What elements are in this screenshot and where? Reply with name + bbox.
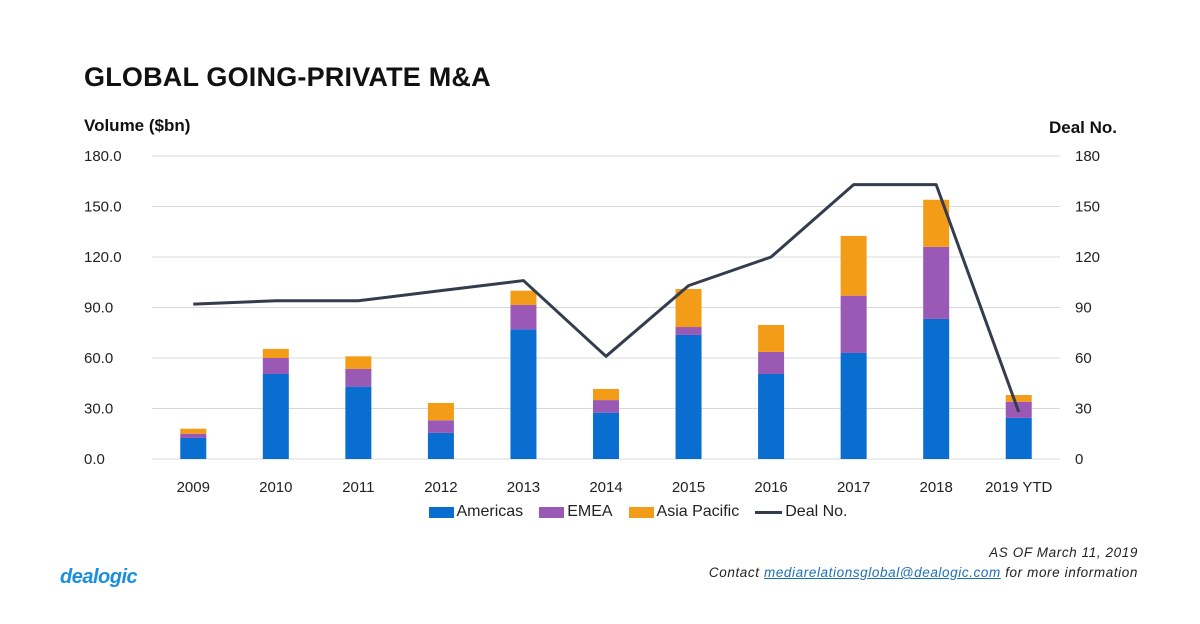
legend-item-asia-pacific: Asia Pacific	[628, 503, 740, 521]
y2-tick-label: 180	[1075, 148, 1100, 165]
bars	[180, 199, 1032, 459]
as-of-date: AS OF March 11, 2019	[989, 545, 1138, 560]
y-axis-label-right: Deal No.	[1048, 118, 1117, 137]
bar-emea-2010	[262, 358, 289, 374]
bar-asia-pacific-2010	[262, 348, 289, 358]
contact-email-link[interactable]: mediarelationsglobal@dealogic.com	[763, 565, 1001, 580]
bar-emea-2013	[510, 304, 537, 330]
legend-label-emea: EMEA	[567, 503, 613, 520]
legend-swatch-deal-no	[755, 510, 783, 514]
x-tick-label: 2019 YTD	[985, 479, 1052, 496]
bar-americas-2009	[180, 437, 207, 459]
bar-emea-2017	[840, 295, 867, 353]
x-tick-label: 2010	[259, 479, 292, 496]
chart-title: GLOBAL GOING-PRIVATE M&A	[84, 62, 491, 92]
x-tick-label: 2009	[177, 479, 210, 496]
legend-label-asia-pacific: Asia Pacific	[656, 503, 740, 520]
bar-emea-2014	[593, 400, 619, 413]
bar-asia-pacific-2016	[758, 325, 785, 352]
x-tick-label: 2016	[754, 479, 787, 496]
bar-asia-pacific-2017	[840, 235, 867, 296]
gridlines	[152, 155, 1060, 460]
bar-emea-2018	[923, 246, 950, 319]
y-tick-label: 30.0	[84, 401, 113, 418]
x-tick-label: 2011	[342, 479, 374, 496]
bar-emea-2011	[345, 368, 372, 387]
contact-prefix: Contact	[708, 565, 764, 580]
legend-item-deal-no: Deal No.	[755, 503, 847, 521]
bar-americas-2017	[840, 352, 867, 459]
x-tick-label: 2012	[424, 479, 457, 496]
y-tick-label: 120.0	[84, 249, 122, 266]
bar-americas-2011	[345, 386, 372, 459]
line-deal-no	[193, 183, 1021, 413]
bar-americas-2018	[923, 318, 950, 459]
legend-swatch-asia-pacific	[628, 506, 654, 518]
bar-americas-2015	[675, 334, 702, 459]
x-tick-label: 2018	[919, 479, 952, 496]
y2-tick-label: 0	[1075, 451, 1083, 468]
bar-emea-2009	[180, 433, 207, 438]
x-tick-label: 2015	[672, 479, 705, 496]
contact-line: Contact mediarelationsglobal@dealogic.co…	[709, 565, 1138, 580]
bar-americas-2013	[510, 329, 537, 459]
x-tick-label: 2014	[589, 479, 622, 496]
bar-asia-pacific-2013	[510, 290, 537, 305]
bar-americas-2010	[262, 373, 289, 459]
deal-line	[193, 183, 1021, 413]
bar-americas-2016	[758, 373, 785, 459]
y-ticks-right: 0 30 60 90 120 150 180	[1075, 148, 1100, 468]
x-ticks: 2009 2010 2011 2012 2013 2014 2015 2016 2017 2018…	[177, 479, 1053, 496]
y2-tick-label: 60	[1075, 350, 1092, 367]
bar-americas-2014	[593, 412, 619, 459]
y2-tick-label: 120	[1075, 249, 1100, 266]
bar-emea-2012	[427, 420, 454, 433]
legend-item-emea: EMEA	[539, 503, 613, 521]
y-tick-label: 90.0	[84, 300, 113, 317]
legend-swatch-americas	[428, 506, 454, 518]
bar-asia-pacific-2011	[345, 356, 372, 369]
bar-emea-2015	[675, 327, 702, 335]
bar-asia-pacific-2015	[675, 288, 702, 328]
dealogic-logo: dealogic	[60, 566, 138, 588]
bar-americas-2019-ytd	[1005, 417, 1032, 459]
y-ticks-left: 0.0 30.0 60.0 90.0 120.0 150.0 180.0	[84, 148, 122, 468]
legend-label-deal-no: Deal No.	[785, 503, 848, 520]
y-tick-label: 180.0	[84, 148, 122, 165]
y2-tick-label: 90	[1075, 300, 1092, 317]
legend-swatch-emea	[539, 506, 565, 518]
y-tick-label: 60.0	[84, 350, 113, 367]
bar-emea-2016	[758, 351, 785, 374]
bar-asia-pacific-2019-ytd	[1005, 395, 1032, 402]
legend-label-americas: Americas	[456, 503, 524, 520]
y-tick-label: 0.0	[84, 451, 105, 468]
bar-asia-pacific-2009	[180, 428, 207, 434]
legend: Americas EMEA Asia Pacific Deal No.	[0, 503, 1200, 521]
y2-tick-label: 30	[1075, 401, 1092, 418]
bar-asia-pacific-2012	[427, 402, 454, 421]
y-axis-label-left: Volume ($bn)	[84, 116, 191, 135]
x-tick-label: 2017	[837, 479, 870, 496]
contact-suffix: for more information	[1000, 565, 1138, 580]
bar-americas-2012	[427, 432, 454, 459]
y-tick-label: 150.0	[84, 199, 122, 216]
bar-asia-pacific-2014	[593, 388, 619, 401]
y2-tick-label: 150	[1075, 199, 1100, 216]
x-tick-label: 2013	[507, 479, 540, 496]
legend-item-americas: Americas	[428, 503, 524, 521]
